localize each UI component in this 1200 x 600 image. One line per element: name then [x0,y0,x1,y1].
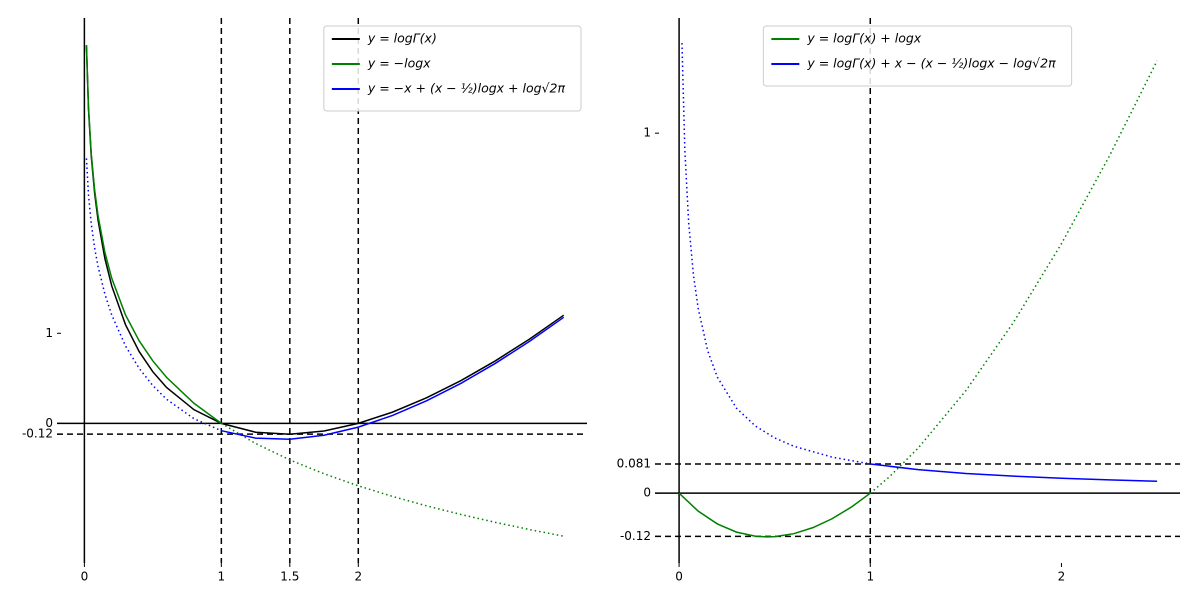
curve [678,492,871,538]
x-tick-label: 2 [1058,570,1066,584]
y-tick-label: -0.12 [620,529,651,543]
legend-label: y = logΓ(x) + logx [806,31,921,46]
curve [85,45,222,424]
legend-label: y = −x + (x − ½)logx + log√2π [367,81,566,96]
legend-label: y = logΓ(x) [367,31,437,46]
legend-box [762,25,1073,87]
legend-box [323,25,582,112]
curve [869,60,1158,494]
y-tick-label: 1 [643,126,651,140]
x-tick-label: 2 [354,570,362,584]
y-tick-label: 0 [45,416,53,430]
curve [85,158,222,432]
x-tick-label: 1.5 [280,570,299,584]
legend-label: y = logΓ(x) + x − (x − ½)logx − log√2π [806,56,1056,71]
y-tick-label: 0 [643,486,651,500]
curve [870,463,1158,482]
legend: y = logΓ(x) y = −logx y = −x + (x − ½)logx… [323,25,582,112]
curve [221,316,565,440]
x-tick-label: 1 [218,570,226,584]
x-tick-label: 0 [81,570,89,584]
curve [220,422,564,537]
y-tick-label: 0.081 [617,457,651,471]
y-tick-label: -0.12 [22,427,53,441]
x-tick-label: 0 [675,570,683,584]
legend: y = logΓ(x) + logx y = logΓ(x) + x − (x −… [762,25,1073,87]
y-tick-label: 1 [45,326,53,340]
curve [681,43,871,465]
legend-label: y = −logx [367,56,431,71]
x-tick-label: 1 [866,570,874,584]
